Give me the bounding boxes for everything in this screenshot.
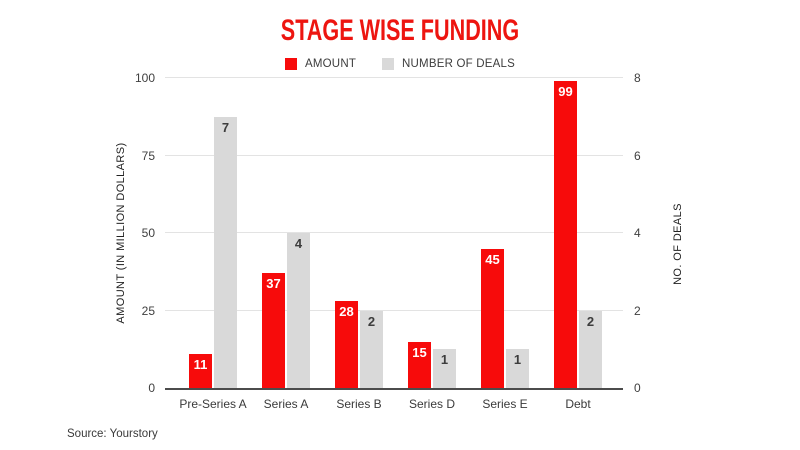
y-axis-tick-right: 2 (634, 303, 641, 318)
deals-bar: 4 (287, 233, 310, 388)
amount-bar: 15 (408, 341, 431, 388)
bar-value-label: 99 (558, 84, 573, 100)
bar-value-label: 1 (440, 352, 449, 368)
deals-bar: 2 (579, 310, 602, 388)
y-axis-tick-left: 50 (141, 226, 155, 240)
deals-bar: 7 (214, 116, 237, 388)
gridline (165, 77, 623, 78)
bar-value-label: 7 (221, 119, 230, 135)
legend-amount-label: AMOUNT (305, 58, 357, 70)
bar-value-label: 37 (266, 276, 281, 292)
bar-value-label: 11 (193, 356, 208, 372)
deals-bar: 2 (360, 310, 383, 388)
plot-area: 0 25 50 75 100 0 2 4 6 8 11 7 37 4 28 2 15 1 45 1 99 2 Pre-Ser… (135, 71, 641, 411)
left-axis-title: AMOUNT (IN MILLION DOLLARS) (115, 142, 127, 324)
x-axis-label: Series A (263, 397, 309, 411)
deals-bar: 1 (506, 349, 529, 388)
bar-group: 15 1 (408, 78, 456, 388)
amount-bar: 37 (262, 273, 285, 388)
bar-value-label: 45 (485, 251, 500, 267)
bar-group: 37 4 (262, 78, 310, 388)
source-note: Source: Yourstory (67, 428, 158, 440)
legend-amount-swatch (285, 58, 298, 70)
gridline (165, 232, 623, 233)
x-axis-label: Series D (408, 397, 455, 411)
y-axis-tick-right: 0 (634, 381, 641, 395)
deals-bar: 1 (433, 349, 456, 388)
y-axis-tick-right: 4 (634, 226, 641, 240)
gridline (165, 309, 623, 311)
legend-deals-swatch (382, 58, 395, 70)
bar-value-label: 4 (294, 236, 303, 251)
right-axis-title: NO. OF DEALS (672, 203, 684, 285)
amount-bar: 45 (481, 248, 504, 388)
x-axis-label: Debt (565, 397, 591, 411)
bar-group: 99 2 (554, 78, 602, 388)
legend-deals-label: NUMBER OF DEALS (402, 58, 515, 70)
bar-group: 45 1 (481, 78, 529, 388)
gridline (165, 154, 623, 156)
bar-group: 11 7 (189, 78, 237, 388)
y-axis-tick-right: 6 (634, 148, 641, 163)
y-axis-tick-left: 100 (134, 71, 155, 85)
bar-groups: 11 7 37 4 28 2 15 1 45 1 99 2 (165, 78, 623, 388)
legend: AMOUNT NUMBER OF DEALS (0, 58, 800, 70)
bar-value-label: 2 (367, 313, 376, 329)
bar-value-label: 15 (412, 344, 427, 360)
bar-group: 28 2 (335, 78, 383, 388)
amount-bar: 99 (554, 81, 577, 388)
y-axis-tick-left: 75 (141, 148, 155, 163)
bar-value-label: 2 (586, 313, 595, 329)
amount-bar: 11 (189, 353, 212, 388)
y-axis-tick-right: 8 (634, 71, 641, 85)
bar-value-label: 1 (513, 352, 522, 368)
bar-value-label: 28 (339, 304, 354, 320)
y-axis-tick-left: 25 (141, 303, 155, 318)
y-axis-tick-left: 0 (148, 381, 155, 395)
x-axis-labels: Pre-Series A Series A Series B Series D Seri… (165, 397, 623, 411)
x-axis-label: Pre-Series A (179, 397, 247, 411)
x-axis-label: Series E (482, 397, 528, 411)
amount-bar: 28 (335, 301, 358, 388)
x-axis-label: Series B (336, 397, 382, 411)
chart-title: STAGE WISE FUNDING (280, 14, 520, 47)
